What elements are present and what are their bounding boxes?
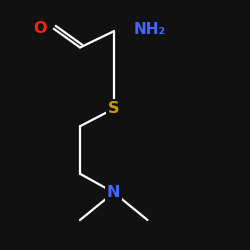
- Text: NH₂: NH₂: [134, 22, 166, 38]
- Text: S: S: [108, 101, 120, 116]
- Text: O: O: [33, 21, 47, 36]
- Text: N: N: [107, 185, 120, 200]
